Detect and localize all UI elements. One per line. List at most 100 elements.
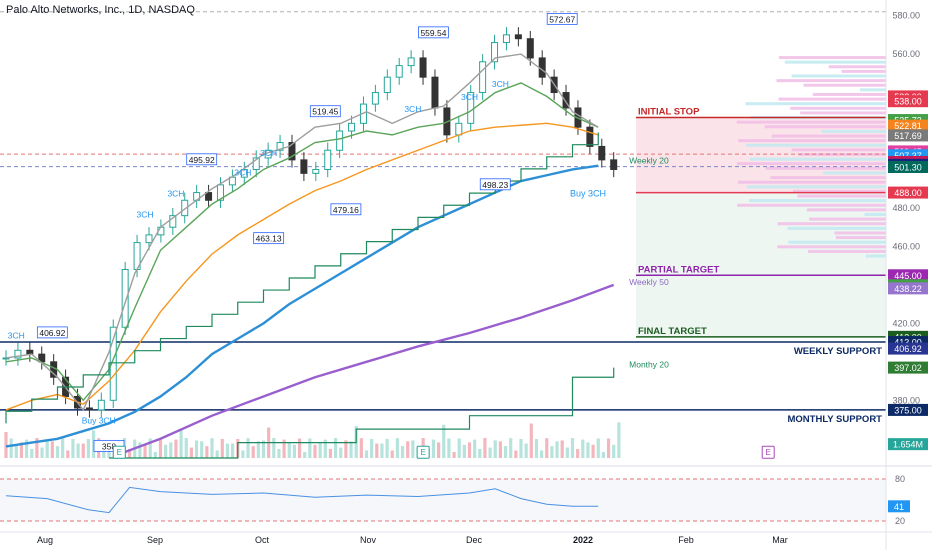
time-tick-label: 2022 — [573, 535, 593, 545]
level-label: WEEKLY SUPPORT — [794, 346, 882, 357]
candle-body — [407, 57, 415, 67]
volume-bar — [61, 438, 65, 458]
volume-profile-bar — [736, 120, 886, 124]
buy-signal-label: Buy 3CH — [82, 415, 116, 425]
symbol-title: Palo Alto Networks, Inc., 1D, NASDAQ — [6, 4, 195, 16]
moving-average-line[interactable] — [5, 122, 599, 411]
volume-profile-bar — [812, 92, 886, 96]
volume-bar — [194, 440, 199, 458]
candle-body — [109, 326, 117, 401]
price-label: 495.92 — [189, 155, 215, 165]
monthly-step-line — [109, 367, 615, 459]
price-badge — [888, 186, 928, 199]
volume-bar — [540, 450, 544, 458]
volume-bar — [313, 444, 317, 458]
volume-bar — [498, 441, 502, 458]
volume-bar — [570, 438, 575, 458]
volume-profile-bar — [777, 245, 886, 249]
volume-profile-bar — [778, 56, 886, 60]
volume-bar — [220, 438, 224, 458]
volume-bar — [442, 424, 446, 458]
volume-bar — [40, 447, 44, 458]
candle-body — [336, 130, 344, 151]
volume-bar — [251, 446, 255, 458]
price-tick-label: 480.00 — [892, 203, 920, 213]
moving-average-line[interactable] — [5, 164, 599, 448]
volume-bar — [364, 450, 369, 458]
rsi-tick-label: 80 — [895, 474, 905, 484]
candle-body — [491, 42, 499, 63]
pattern-label: 3CH — [492, 79, 509, 89]
level-label: INITIAL STOP — [638, 107, 700, 118]
volume-bar — [400, 446, 405, 458]
price-badge-label: 507.37 — [894, 151, 922, 161]
pattern-label: 3CH — [137, 210, 154, 220]
price-badge-label: 406.92 — [894, 344, 922, 354]
price-badge-label: 375.00 — [894, 405, 922, 415]
candle-body — [455, 122, 463, 136]
volume-bar — [457, 438, 461, 458]
volume-bar — [359, 438, 363, 458]
volume-bar — [179, 428, 183, 458]
candle-body — [288, 142, 296, 161]
earnings-marker[interactable] — [761, 445, 775, 459]
level-label: MONTHLY SUPPORT — [788, 414, 883, 425]
volume-profile-bar — [793, 189, 886, 193]
candle-body — [85, 407, 93, 411]
earnings-marker[interactable] — [416, 445, 430, 459]
pattern-label: 3CH — [8, 331, 25, 341]
volume-bar — [339, 447, 343, 458]
volume-bar — [148, 438, 152, 458]
volume-bar — [189, 447, 193, 458]
volume-profile-bar — [828, 65, 886, 69]
time-tick-label: Nov — [360, 535, 377, 545]
volume-bar — [395, 438, 399, 458]
volume-bar — [576, 449, 580, 458]
volume-profile-bar — [749, 157, 886, 161]
earnings-marker-label: E — [420, 448, 425, 457]
volume-profile-bar — [737, 203, 886, 207]
price-label-box — [479, 178, 511, 191]
rsi-badge — [888, 500, 910, 513]
candle-body — [371, 92, 379, 105]
candle-body — [205, 192, 213, 201]
volume-bar — [241, 450, 245, 458]
volume-bar — [256, 441, 260, 458]
volume-bar — [514, 450, 518, 458]
level-label: FINAL TARGET — [638, 326, 707, 337]
volume-bar — [370, 438, 374, 458]
price-label-box — [36, 326, 68, 339]
volume-bar — [550, 446, 554, 458]
time-tick-label: Feb — [678, 535, 694, 545]
moving-average-line[interactable] — [5, 53, 599, 412]
rsi-tick-label: 20 — [895, 516, 905, 526]
time-tick-label: Mar — [772, 535, 788, 545]
price-badge-label: 488.00 — [894, 188, 922, 198]
rsi-line[interactable] — [5, 486, 599, 514]
volume-profile-bar — [791, 74, 886, 78]
volume-bar — [66, 450, 70, 458]
price-badge — [888, 269, 928, 282]
earnings-marker[interactable] — [112, 445, 126, 459]
volume-bar — [81, 443, 85, 458]
candle-body — [598, 145, 606, 161]
volume-profile-bar — [809, 217, 886, 221]
candle-body — [216, 184, 224, 201]
candle-body — [586, 126, 594, 147]
volume-bar — [524, 443, 528, 458]
candle-body — [240, 168, 248, 178]
volume-bar — [246, 438, 250, 458]
price-label: 463.13 — [256, 234, 282, 244]
earnings-marker-label: E — [766, 448, 771, 457]
volume-bar — [462, 444, 466, 458]
volume-profile-bar — [835, 236, 886, 240]
volume-bar — [612, 444, 616, 458]
ma-label: Weekly 20 — [629, 156, 669, 166]
volume-bar — [297, 438, 302, 458]
moving-average-line[interactable] — [118, 283, 615, 456]
price-label-box — [418, 26, 449, 39]
volume-profile-bar — [808, 249, 886, 253]
volume-bar — [586, 442, 590, 458]
volume-bar — [277, 449, 281, 458]
